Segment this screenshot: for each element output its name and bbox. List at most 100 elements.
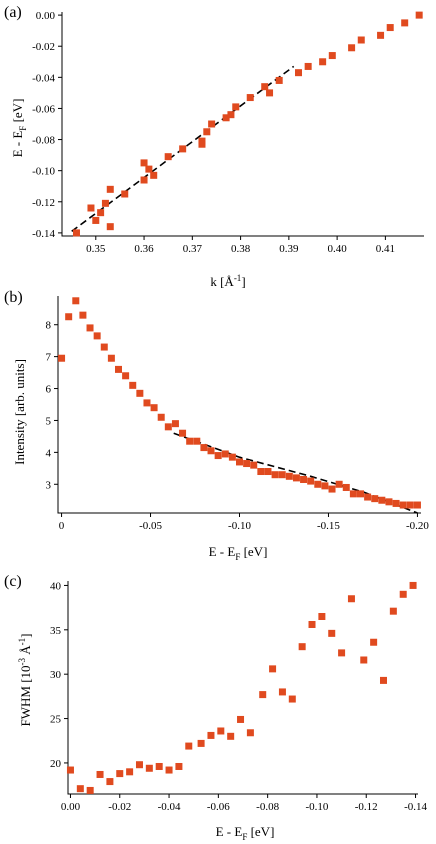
panel-a-data-point	[401, 19, 409, 27]
panel-c-data-point	[76, 785, 84, 793]
panel-c-data-point	[217, 727, 225, 735]
panel-a-axes: 0.35 0.36 0.37 0.38 0.39 0.40 0.41 -0.14 -0.12 -0…	[32, 10, 424, 255]
panel-a-data-point	[101, 199, 109, 207]
panel-b-data-point	[328, 485, 336, 493]
panel-a-x-tick-label: 0.36	[134, 243, 154, 255]
panel-b-data-point	[122, 372, 130, 380]
panel-a-x-tick-label: 0.35	[86, 243, 106, 255]
panel-b-y-axis-label: Intensity [arb. units]	[12, 359, 27, 465]
panel-a-data-point	[261, 83, 269, 91]
panel-a-y-tick-label: -0.10	[32, 166, 55, 178]
panel-b-data-point	[193, 437, 201, 445]
panel-b-data-point	[107, 354, 115, 362]
panel-a-data-point	[222, 114, 230, 122]
panel-b-y-tick-label: 4	[46, 447, 52, 459]
panel-b-y-tick-label: 6	[46, 384, 52, 396]
panel-b-data-point	[264, 468, 272, 476]
panel-b-y-tick-label: 5	[46, 415, 52, 427]
panel-c-x-tick-label: 0.00	[61, 801, 81, 813]
panel-c-points	[66, 581, 417, 794]
panel-b-data-point	[207, 447, 215, 455]
panel-a-x-tick-label: 0.38	[231, 243, 251, 255]
panel-b-x-tick-label: 0	[59, 520, 65, 532]
panel-b-data-point	[243, 460, 251, 468]
panel-c-y-tick-label: 40	[50, 580, 62, 592]
panel-c-label: (c)	[4, 573, 22, 590]
panel-b-data-point	[278, 471, 286, 479]
panel-b-data-point	[221, 450, 229, 458]
panel-b-x-tick-label: -0.20	[406, 520, 429, 532]
panel-c-data-point	[246, 729, 254, 737]
panel-b-data-point	[86, 324, 94, 332]
panel-c-y-tick-label: 35	[50, 625, 62, 637]
panel-b-data-point	[406, 501, 414, 509]
panel-c-data-point	[237, 715, 245, 723]
panel-a-data-point	[227, 111, 235, 119]
panel-b-data-point	[136, 389, 144, 397]
panel-b-data-point	[335, 480, 343, 488]
panel-b-data-point	[129, 381, 137, 389]
panel-a-data-point	[97, 209, 105, 217]
panel-c-data-point	[145, 764, 153, 772]
panel-b-data-point	[321, 482, 329, 490]
panel-b-data-point	[58, 354, 66, 362]
panel-c-data-point	[259, 691, 267, 699]
panel-c-data-point	[155, 762, 163, 770]
panel-b-x-tick-label: -0.05	[139, 520, 162, 532]
panel-c-data-point	[370, 638, 378, 646]
panel-b-data-point	[236, 458, 243, 466]
panel-b-data-point	[115, 365, 122, 373]
panel-a-data-point	[295, 69, 303, 77]
panel-c-data-point	[347, 595, 355, 603]
panel-a-x-tick-label: 0.39	[279, 243, 299, 255]
panel-b-data-point	[271, 471, 279, 479]
panel-a-data-point	[87, 204, 95, 212]
panel-a-axis-lines	[61, 12, 424, 237]
panel-a-y-axis-label: E - EF [eV]	[10, 99, 28, 158]
panel-b-axes: 0 -0.05 -0.10 -0.15 -0.20 3 4 5 6 7 8	[46, 296, 429, 532]
panel-b-axis-lines	[57, 296, 421, 514]
panel-b-y-tick-label: 8	[46, 320, 52, 332]
panel-b-data-point	[399, 501, 407, 509]
panel-b-x-tick-label: -0.15	[317, 520, 340, 532]
panel-a-y-tick-label: -0.02	[32, 41, 55, 53]
panel-c-axes: 0.00 -0.02 -0.04 -0.06 -0.08 -0.10 -0.12 -0.14 2…	[50, 580, 427, 813]
panel-b-data-point	[300, 475, 308, 483]
panel-b-data-point	[150, 404, 158, 412]
panel-b-data-point	[357, 490, 364, 498]
panel-c-y-axis-label: FWHM [10-3 Å-1]	[17, 633, 33, 726]
panel-b-data-point	[200, 444, 208, 452]
panel-b-data-point	[314, 480, 322, 488]
panel-a-y-tick-label: -0.14	[32, 228, 55, 240]
panel-b-data-point	[250, 461, 258, 469]
panel-b-data-point	[100, 343, 108, 351]
panel-a-points	[72, 11, 423, 237]
panel-a-data-point	[232, 103, 240, 111]
panel-c-data-point	[328, 629, 336, 637]
panel-a-data-point	[72, 229, 80, 237]
panel-c-data-point	[399, 590, 407, 598]
panel-c: (c) 0.00 -0.02 -0.04 -0.06 -0.08 -0.10 -0.12 -0…	[4, 573, 427, 842]
panel-b-x-axis-label: E - EF [eV]	[209, 544, 268, 562]
panel-a-y-tick-label: -0.12	[32, 197, 55, 209]
panel-b-data-point	[413, 501, 421, 509]
panel-c-y-tick-label: 30	[50, 669, 62, 681]
panel-c-x-axis-label: E - EF [eV]	[216, 824, 275, 842]
panel-c-data-point	[116, 770, 124, 778]
panel-c-data-point	[338, 649, 346, 657]
panel-a-data-point	[304, 62, 312, 70]
panel-c-x-tick-label: -0.06	[207, 801, 230, 813]
panel-a-data-point	[140, 176, 148, 184]
panel-a-data-point	[145, 165, 153, 173]
panel-c-data-point	[197, 739, 205, 747]
panel-b-data-point	[307, 477, 315, 485]
panel-c-y-tick-label: 20	[50, 758, 62, 770]
panel-a-data-point	[377, 31, 385, 39]
panel-a-data-point	[328, 52, 336, 60]
panel-a-y-tick-label: -0.04	[32, 72, 55, 84]
panel-a-x-axis-label: k [Å-1]	[210, 273, 245, 289]
panel-c-data-point	[308, 620, 316, 628]
panel-c-data-point	[409, 581, 417, 589]
panel-b-x-tick-label: -0.10	[228, 520, 251, 532]
